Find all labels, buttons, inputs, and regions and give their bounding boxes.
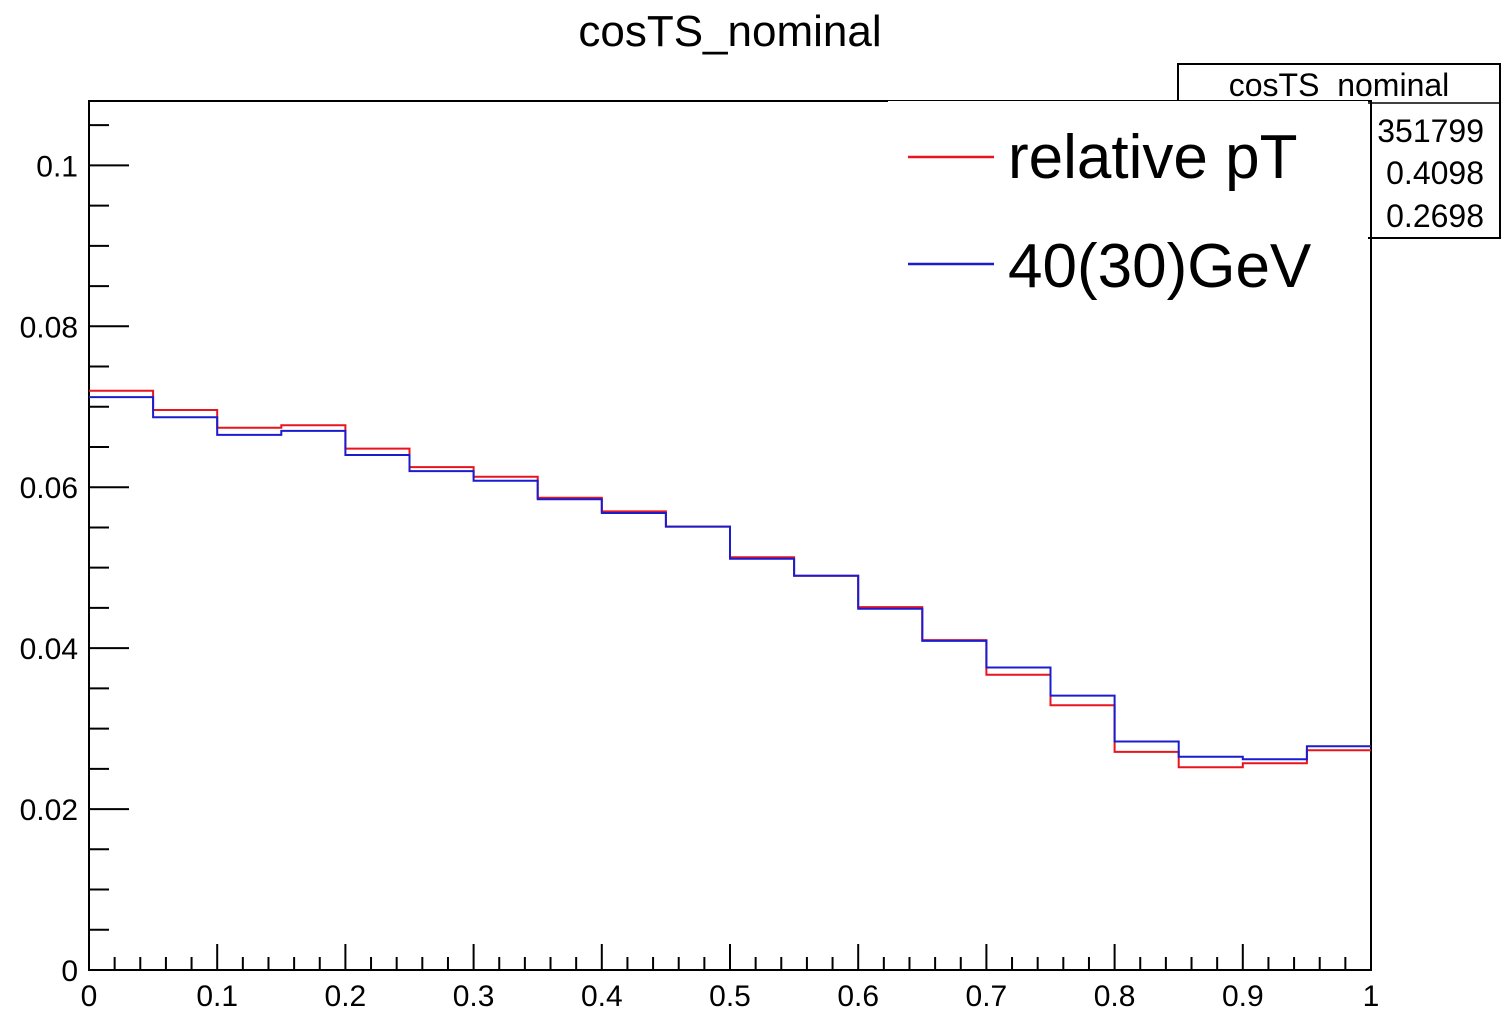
legend: relative pT 40(30)GeV [888, 101, 1368, 309]
y-tick-label: 0 [61, 955, 78, 988]
x-tick-label: 0.1 [196, 980, 238, 1011]
legend-label-relative-pt: relative pT [1008, 123, 1297, 192]
stats-entries-value: 351799 [1377, 113, 1484, 149]
x-tick-label: 0 [81, 980, 98, 1011]
stats-stddev-value: 0.2698 [1386, 198, 1484, 234]
x-tick-label: 1 [1363, 980, 1380, 1011]
x-tick-label: 0.8 [1094, 980, 1136, 1011]
stats-mean-value: 0.4098 [1386, 155, 1484, 191]
stats-box-title: cosTS_nominal [1229, 67, 1450, 103]
y-tick-label: 0.1 [36, 150, 78, 183]
x-tick-label: 0.5 [709, 980, 751, 1011]
x-tick-label: 0.7 [966, 980, 1008, 1011]
legend-label-40-30-gev: 40(30)GeV [1008, 232, 1312, 301]
x-tick-label: 0.6 [837, 980, 879, 1011]
series-line-40-30-gev [89, 396, 1371, 761]
x-tick-label: 0.4 [581, 980, 623, 1011]
x-tick-label: 0.2 [325, 980, 367, 1011]
y-tick-label: 0.08 [20, 311, 78, 344]
series-layer [89, 389, 1371, 769]
legend-box [888, 101, 1368, 309]
y-tick-label: 0.06 [20, 472, 78, 505]
y-tick-label: 0.02 [20, 794, 78, 827]
y-tick-label: 0.04 [20, 633, 78, 666]
x-tick-label: 0.3 [453, 980, 495, 1011]
axes: 0 0.1 0.2 0.3 0.4 0.5 0.6 0.7 0.8 0.9 1 0 0.02 0.04 0.… [20, 124, 1380, 1011]
x-tick-label: 0.9 [1222, 980, 1264, 1011]
series-line-relative-pt [89, 389, 1371, 769]
chart-title: cosTS_nominal [578, 7, 881, 56]
